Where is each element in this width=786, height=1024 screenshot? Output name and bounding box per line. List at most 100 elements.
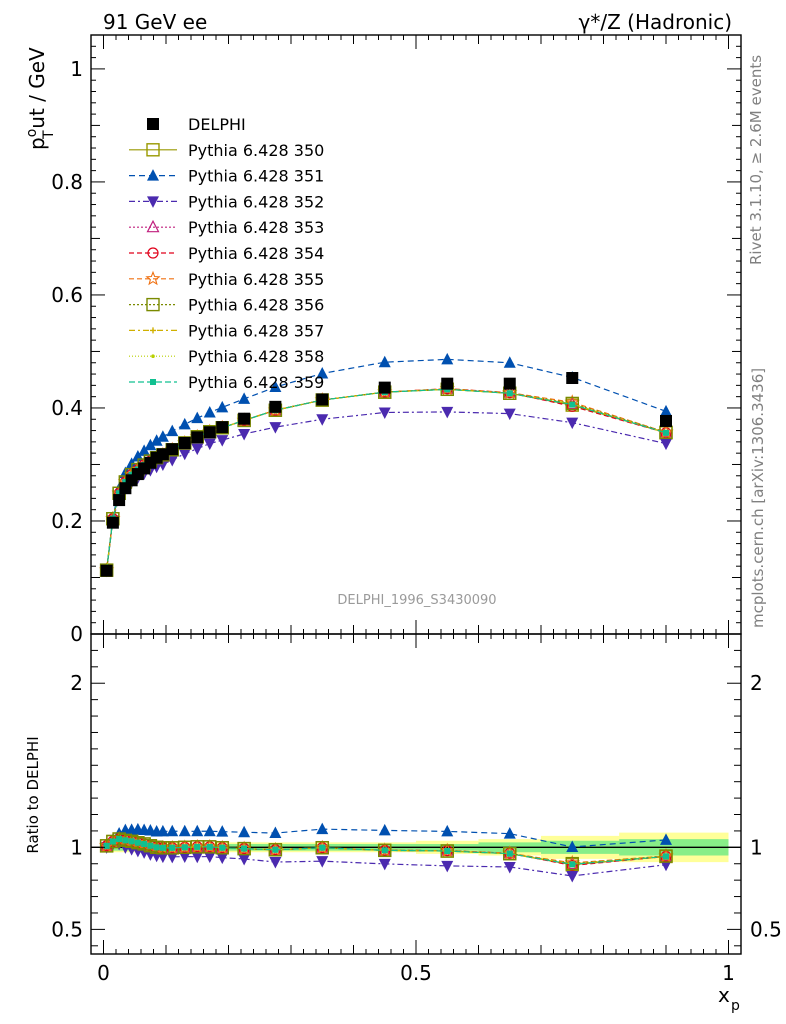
line-pythia-6-428-357 <box>106 388 667 571</box>
ratio-y-tick-label-left-2: 2 <box>70 671 83 695</box>
ratio-point-pythia-6-428-352-11 <box>178 851 191 864</box>
ratio-point-pythia-6-428-351-20 <box>503 827 516 839</box>
ratio-point-pythia-6-428-359-21 <box>569 861 576 868</box>
ratio-point-pythia-6-428-352-16 <box>269 857 282 869</box>
point-delphi-19 <box>441 377 454 390</box>
ratio-point-pythia-6-428-351-10 <box>166 824 179 837</box>
legend-marker-pythia-6-428-355 <box>145 270 161 286</box>
point-pythia-6-428-352-15 <box>238 428 251 441</box>
ratio-y-tick-label-left-1: 1 <box>70 835 83 859</box>
legend-item-pythia-6-428-354: Pythia 6.428 354 <box>129 244 324 263</box>
ratio-point-pythia-6-428-351-21 <box>566 840 579 852</box>
ratio-point-pythia-6-428-352-13 <box>203 851 216 864</box>
ylabel-sup: o <box>24 129 40 138</box>
main-y-tick-label-5: 1 <box>70 57 83 81</box>
legend-marker-pythia-6-428-359 <box>150 379 156 385</box>
ylabel-main: p <box>25 137 49 150</box>
ratio-point-pythia-6-428-359-20 <box>506 850 513 857</box>
ratio-point-pythia-6-428-352-10 <box>166 851 179 864</box>
x-axis-label: x p <box>718 983 740 1014</box>
ratio-panel: 0 0.5 1 0.5 0.5 1 1 2 2 Ratio to DELPHI <box>24 633 782 985</box>
legend-marker-pythia-6-428-350 <box>146 143 160 157</box>
point-delphi-2 <box>113 494 126 507</box>
point-pythia-6-428-351-17 <box>316 366 329 379</box>
ratio-point-pythia-6-428-359-8 <box>153 844 160 851</box>
ratio-point-pythia-6-428-359-10 <box>169 844 176 851</box>
legend-item-pythia-6-428-359: Pythia 6.428 359 <box>129 373 324 392</box>
point-pythia-6-428-359-3 <box>122 478 129 485</box>
point-pythia-6-428-359-2 <box>116 490 123 497</box>
ratio-y-tick-label-right-2: 2 <box>750 671 763 695</box>
point-pythia-6-428-351-20 <box>503 356 516 368</box>
main-series-group <box>98 352 674 578</box>
ratio-point-pythia-6-428-359-15 <box>241 845 248 852</box>
point-pythia-6-428-352-14 <box>216 435 229 447</box>
point-delphi-20 <box>503 377 516 390</box>
ratio-point-pythia-6-428-359-17 <box>319 844 326 851</box>
ratio-point-pythia-6-428-352-20 <box>503 861 516 874</box>
ratio-point-pythia-6-428-359-1 <box>109 838 116 845</box>
legend-marker-pythia-6-428-351 <box>147 169 159 181</box>
legend-marker-pythia-6-428-352 <box>147 196 159 208</box>
point-pythia-6-428-351-15 <box>238 392 251 404</box>
ratio-point-pythia-6-428-359-6 <box>141 840 148 847</box>
legend-item-pythia-6-428-352: Pythia 6.428 352 <box>129 192 324 211</box>
main-y-tick-label-2: 0.4 <box>51 396 83 420</box>
main-y-axis-label: pout / GeV T <box>24 47 57 150</box>
ratio-point-pythia-6-428-352-21 <box>566 870 579 883</box>
point-pythia-6-428-351-18 <box>378 355 391 368</box>
ratio-y-tick-label-right-1: 1 <box>750 835 763 859</box>
legend-label-pythia-6-428-353: Pythia 6.428 353 <box>188 218 324 237</box>
ratio-point-pythia-6-428-359-2 <box>116 836 123 843</box>
header-left-title: 91 GeV ee <box>103 10 207 34</box>
x-tick-label-1: 0.5 <box>400 961 432 985</box>
point-delphi-18 <box>378 381 391 394</box>
ratio-point-pythia-6-428-359-11 <box>181 844 188 851</box>
ratio-y-tick-label-left-0: 0.5 <box>51 917 83 941</box>
svg-text:x: x <box>718 983 730 1007</box>
line-pythia-6-428-356 <box>106 388 667 571</box>
ratio-point-pythia-6-428-359-12 <box>194 843 201 850</box>
point-delphi-9 <box>156 448 169 461</box>
x-tick-label-0: 0 <box>97 961 110 985</box>
ylabel-sub: T <box>41 130 57 140</box>
xlabel-sub: p <box>731 998 740 1014</box>
legend-item-pythia-6-428-350: Pythia 6.428 350 <box>129 141 324 160</box>
point-pythia-6-428-352-21 <box>566 417 579 430</box>
ratio-point-pythia-6-428-352-15 <box>238 853 251 866</box>
main-y-tick-label-4: 0.8 <box>51 170 83 194</box>
x-tick-label-2: 1 <box>722 961 735 985</box>
legend-item-pythia-6-428-358: Pythia 6.428 358 <box>129 347 324 366</box>
legend-label-pythia-6-428-351: Pythia 6.428 351 <box>188 167 324 186</box>
point-pythia-6-428-351-22 <box>660 404 672 417</box>
ratio-point-pythia-6-428-352-12 <box>191 851 204 864</box>
legend-marker-pythia-6-428-357 <box>150 327 156 334</box>
main-axes: 0 0.2 0.4 0.6 0.8 1 <box>51 34 742 646</box>
point-pythia-6-428-351-12 <box>191 411 204 424</box>
main-y-tick-label-1: 0.2 <box>51 509 83 533</box>
point-delphi-0 <box>100 564 113 577</box>
ratio-axes: 0 0.5 1 0.5 0.5 1 1 2 2 <box>51 633 782 985</box>
legend-marker-pythia-6-428-358 <box>151 354 155 359</box>
svg-text:pout / GeV: pout / GeV <box>24 47 49 150</box>
point-pythia-6-428-351-13 <box>203 405 216 418</box>
point-pythia-6-428-359-20 <box>506 390 513 397</box>
ratio-point-pythia-6-428-351-19 <box>441 824 454 837</box>
line-pythia-6-428-358 <box>106 388 667 571</box>
point-pythia-6-428-352-11 <box>178 448 191 461</box>
point-pythia-6-428-352-18 <box>378 407 391 419</box>
point-pythia-6-428-351-8 <box>150 434 163 446</box>
point-pythia-6-428-351-9 <box>156 430 169 442</box>
point-pythia-6-428-352-17 <box>316 414 329 426</box>
point-delphi-16 <box>269 400 282 413</box>
legend-label-delphi: DELPHI <box>188 115 246 134</box>
ratio-point-pythia-6-428-351-15 <box>238 825 251 838</box>
legend-item-pythia-6-428-357: Pythia 6.428 357 <box>129 321 324 340</box>
ratio-series-pythia-6-428-359 <box>103 836 669 868</box>
legend-marker-delphi <box>147 118 159 130</box>
legend-marker-pythia-6-428-353 <box>146 219 160 233</box>
point-pythia-6-428-352-13 <box>203 438 216 451</box>
ratio-point-pythia-6-428-352-17 <box>316 856 329 868</box>
legend-item-pythia-6-428-353: Pythia 6.428 353 <box>129 218 324 237</box>
